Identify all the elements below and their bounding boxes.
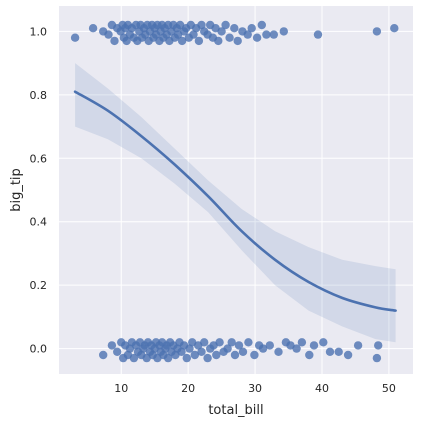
data-point: [194, 36, 204, 46]
data-point: [305, 350, 314, 360]
data-point: [214, 36, 223, 46]
data-point: [113, 347, 122, 356]
data-point: [88, 24, 98, 33]
data-point: [297, 338, 307, 347]
data-point: [372, 27, 382, 36]
x-axis-label: total_bill: [208, 403, 263, 418]
data-point: [70, 33, 80, 42]
data-point: [243, 30, 252, 39]
data-point: [269, 30, 278, 39]
y-tick-label: 0.0: [30, 343, 48, 356]
y-tick-labels: 0.0 0.2 0.4 0.6 0.8 1.0: [30, 25, 48, 355]
data-point: [200, 338, 209, 347]
x-tick-label: 30: [248, 382, 262, 395]
data-point: [163, 353, 173, 363]
data-point: [233, 36, 242, 46]
data-point: [197, 347, 206, 356]
data-point: [122, 36, 131, 46]
data-point: [319, 338, 328, 347]
plot-background: [59, 6, 413, 374]
data-point: [325, 347, 335, 356]
y-tick-label: 0.8: [30, 89, 48, 102]
data-point: [279, 27, 288, 36]
data-point: [309, 341, 319, 350]
data-point: [212, 350, 221, 360]
data-point: [189, 30, 198, 39]
data-point: [250, 350, 259, 360]
x-tick-label: 50: [382, 382, 396, 395]
data-point: [252, 33, 262, 42]
data-point: [197, 20, 206, 30]
data-point: [227, 338, 236, 347]
y-tick-label: 0.4: [30, 216, 48, 229]
data-point: [274, 347, 283, 356]
data-point: [247, 24, 256, 33]
data-point: [390, 24, 399, 33]
y-axis-label: big_tip: [9, 168, 24, 212]
data-point: [185, 344, 194, 353]
x-tick-label: 10: [114, 382, 128, 395]
y-tick-label: 0.2: [30, 279, 48, 292]
data-point: [177, 36, 187, 46]
data-point: [372, 353, 382, 363]
data-point: [343, 350, 353, 360]
data-point: [374, 341, 383, 350]
x-tick-labels: 10 20 30 40 50: [114, 382, 396, 395]
data-point: [221, 20, 230, 30]
data-point: [177, 347, 186, 356]
data-point: [225, 33, 234, 42]
fit-line-group: [73, 90, 397, 312]
data-point: [107, 341, 117, 350]
data-point: [190, 350, 199, 360]
data-point: [244, 338, 253, 347]
data-point: [238, 347, 248, 356]
data-point: [230, 24, 239, 33]
x-tick-label: 20: [181, 382, 195, 395]
data-point: [110, 36, 119, 46]
data-point: [258, 344, 268, 353]
data-point: [234, 341, 244, 350]
data-point: [262, 30, 271, 39]
data-point: [230, 350, 240, 360]
data-point: [223, 344, 232, 353]
data-point: [313, 30, 323, 39]
confidence-band-group: [75, 63, 396, 343]
data-point: [203, 353, 212, 363]
data-point: [292, 344, 301, 353]
confidence-band: [75, 63, 396, 343]
data-point: [334, 347, 343, 356]
data-point: [257, 20, 266, 30]
data-point: [129, 353, 139, 363]
logistic-fit-line: [73, 90, 397, 312]
data-point: [104, 30, 113, 39]
data-point: [215, 338, 224, 347]
data-point: [353, 341, 363, 350]
x-tick-label: 40: [315, 382, 329, 395]
y-tick-label: 0.6: [30, 152, 48, 165]
y-tick-label: 1.0: [30, 25, 48, 38]
data-point: [265, 341, 274, 350]
data-point: [182, 353, 191, 363]
data-point: [217, 27, 226, 36]
data-point: [99, 350, 108, 360]
scatter-points-group: [70, 20, 399, 363]
